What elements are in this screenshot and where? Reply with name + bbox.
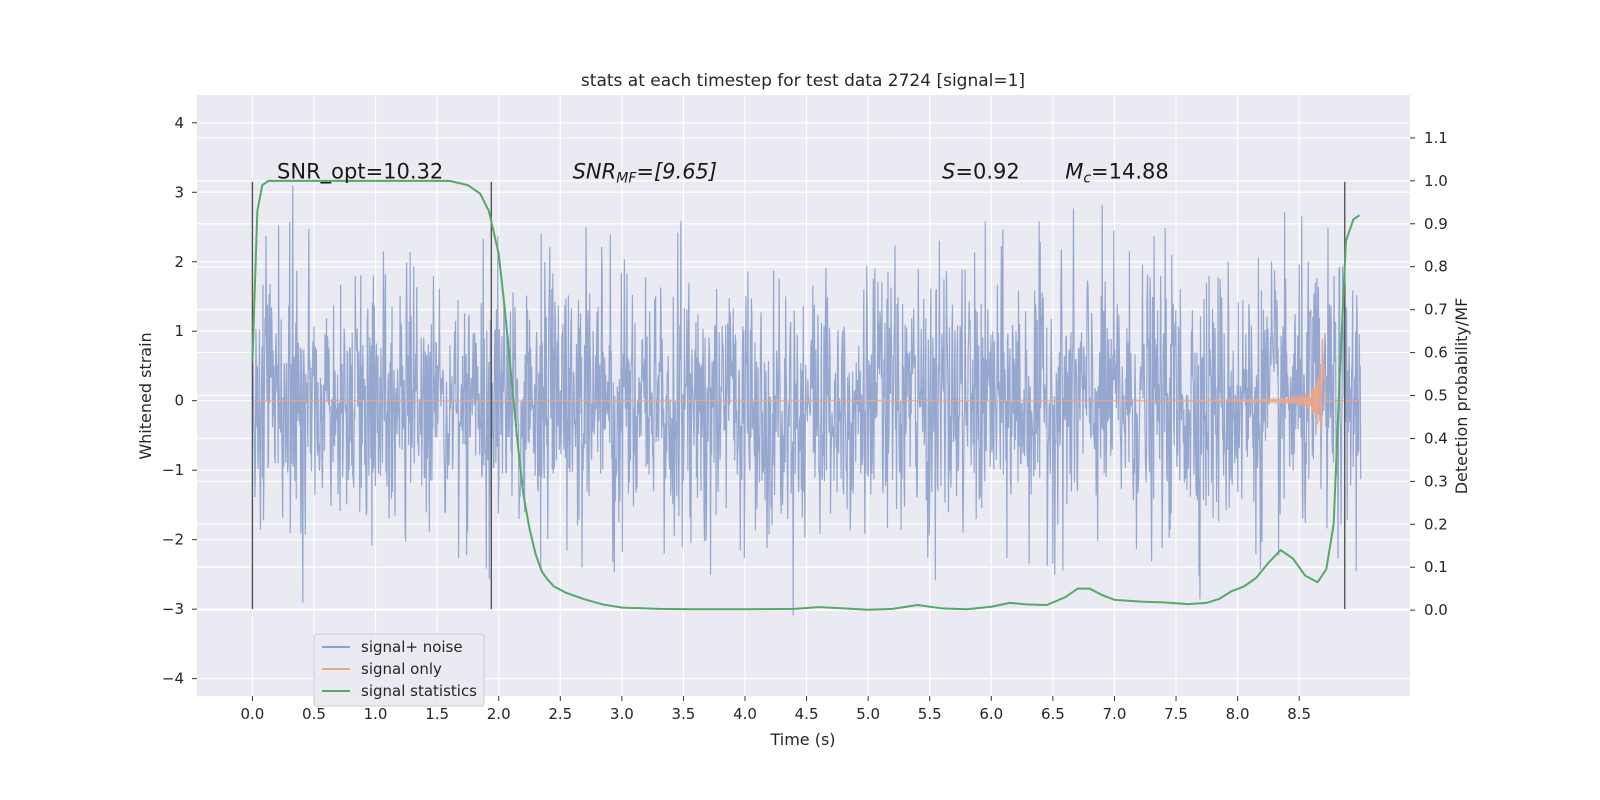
x-tick-label: 2.5 [548, 705, 572, 723]
annotation-snr-mf-main: SNR [573, 159, 617, 183]
annotation-chirp-mass-main: M [1065, 159, 1083, 183]
annotation-snr-mf-rest: =[9.65] [636, 159, 717, 183]
y-axis-label: Whitened strain [136, 332, 155, 459]
annotation-chirp-mass-rest: =14.88 [1091, 159, 1169, 183]
y-tick-label: −4 [162, 670, 184, 688]
y-tick-label: −1 [162, 461, 184, 479]
chart-title: stats at each timestep for test data 272… [581, 71, 1025, 91]
annotations: SNR_opt=10.32 SNRMF=[9.65] S=0.92 Mc=14.… [277, 159, 1169, 186]
signal-statistics-line [251, 179, 1361, 611]
x-tick-label: 1.0 [364, 705, 388, 723]
x-tick-label: 2.0 [487, 705, 511, 723]
x-axis-ticks: 0.0 0.5 1.0 1.5 2.0 2.5 3.0 3.5 4.0 4.5 5.0 5.5 6.0 6… [240, 696, 1311, 723]
x-tick-label: 6.0 [979, 705, 1003, 723]
y-tick-label: 3 [174, 183, 184, 201]
x-tick-label: 6.5 [1041, 705, 1065, 723]
y2-axis-ticks: 1.1 1.0 0.9 0.8 0.7 0.6 0.5 0.4 0.3 0.2 0.1 0.0 [1410, 129, 1448, 619]
y2-tick-label: 1.1 [1424, 129, 1448, 147]
y-axis-ticks: 4 3 2 1 0 −1 −2 −3 −4 [162, 114, 197, 688]
y-tick-label: 4 [174, 114, 184, 132]
x-tick-label: 4.0 [733, 705, 757, 723]
x-axis-label: Time (s) [769, 730, 835, 749]
signal-only-series [252, 338, 1361, 436]
legend-box [313, 633, 485, 707]
legend-label-signal-statistics: signal statistics [361, 682, 477, 700]
x-tick-label: 7.5 [1164, 705, 1188, 723]
x-tick-label: 8.5 [1287, 705, 1311, 723]
legend-label-signal-only: signal only [361, 660, 442, 678]
signal-only-line [252, 338, 1361, 436]
y2-tick-label: 0.8 [1424, 258, 1448, 276]
y-tick-label: 0 [174, 392, 184, 410]
y2-tick-label: 0.5 [1424, 387, 1448, 405]
x-tick-label: 3.5 [672, 705, 696, 723]
annotation-s-stat-main: S [942, 159, 955, 183]
x-tick-label: 5.0 [856, 705, 880, 723]
annotation-s-stat-rest: =0.92 [955, 159, 1019, 183]
legend: signal+ noise signal only signal statist… [313, 633, 485, 707]
y2-axis-label: Detection probability/MF [1452, 298, 1471, 495]
legend-label-signal-noise: signal+ noise [361, 638, 463, 656]
x-tick-label: 4.5 [795, 705, 819, 723]
x-tick-label: 5.5 [918, 705, 942, 723]
y2-tick-label: 0.9 [1424, 215, 1448, 233]
y2-tick-label: 0.4 [1424, 429, 1448, 447]
annotation-chirp-mass-sub: c [1083, 170, 1091, 186]
y2-tick-label: 0.1 [1424, 558, 1448, 576]
y2-tick-label: 0.2 [1424, 515, 1448, 533]
y2-tick-label: 0.7 [1424, 301, 1448, 319]
annotation-s-stat: S=0.92 [942, 159, 1020, 183]
y2-tick-label: 0.3 [1424, 472, 1448, 490]
x-tick-label: 0.5 [302, 705, 326, 723]
annotation-snr-mf-sub: MF [616, 170, 637, 186]
x-tick-label: 1.5 [425, 705, 449, 723]
x-tick-label: 3.0 [610, 705, 634, 723]
x-tick-label: 0.0 [240, 705, 264, 723]
y-tick-label: 2 [174, 253, 184, 271]
y2-tick-label: 1.0 [1424, 172, 1448, 190]
y2-tick-label: 0.0 [1424, 601, 1448, 619]
y2-tick-label: 0.6 [1424, 344, 1448, 362]
x-tick-label: 8.0 [1226, 705, 1250, 723]
y-tick-label: 1 [174, 322, 184, 340]
annotation-chirp-mass: Mc=14.88 [1065, 159, 1169, 186]
y-tick-label: −2 [162, 531, 184, 549]
signal-statistics-series [251, 179, 1361, 611]
y-tick-label: −3 [162, 600, 184, 618]
annotation-snr-opt: SNR_opt=10.32 [277, 159, 443, 184]
x-tick-label: 7.0 [1103, 705, 1127, 723]
annotation-snr-mf: SNRMF=[9.65] [573, 159, 718, 186]
